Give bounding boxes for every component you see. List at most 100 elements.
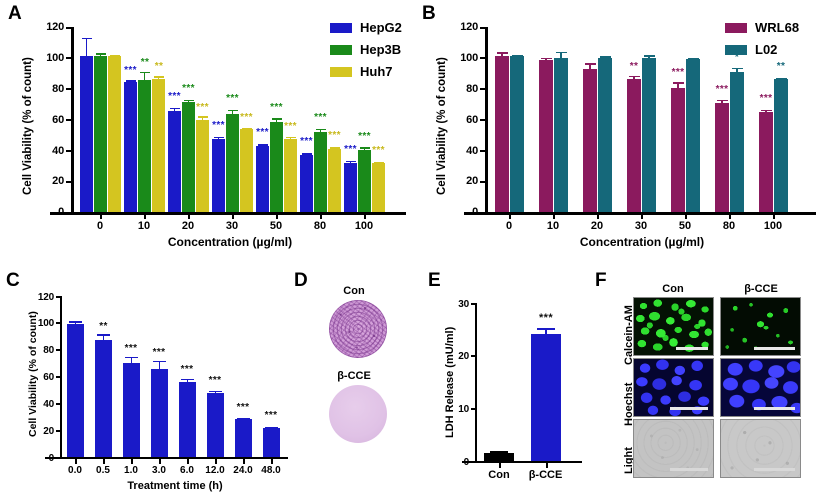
panel-b-ytick-label: 60 bbox=[466, 113, 478, 126]
panel-b-xtick-label: 50 bbox=[678, 220, 692, 232]
bar-wrl68-50 bbox=[671, 88, 685, 212]
scale-bar bbox=[754, 468, 795, 471]
panel-c-xtick-label: 3.0 bbox=[152, 465, 166, 476]
errorbar-cap bbox=[109, 54, 120, 57]
panel-a-x-axis bbox=[50, 212, 406, 215]
panel-e-ytick-label: 0 bbox=[463, 456, 470, 468]
panel-a-ytick-label: 120 bbox=[46, 21, 64, 33]
panel-c-ytick bbox=[56, 295, 60, 298]
panel-c-xtick-label: 0.0 bbox=[68, 465, 82, 476]
panel-b-xtick-label: 20 bbox=[590, 220, 604, 232]
significance-stars: *** bbox=[168, 91, 181, 102]
panel-a-xtick bbox=[143, 214, 146, 219]
bar-hep3b-50 bbox=[270, 121, 283, 212]
significance-stars: *** bbox=[538, 312, 554, 324]
errorbar-cap bbox=[241, 127, 252, 130]
significance-stars: ** bbox=[154, 61, 164, 72]
panel-c-ytick-label: 0 bbox=[48, 452, 55, 464]
bar-hep3b-20 bbox=[182, 101, 195, 212]
panel-a-xtick bbox=[363, 214, 366, 219]
errorbar bbox=[721, 99, 723, 103]
significance-stars: *** bbox=[124, 65, 137, 76]
legend-swatch-l02 bbox=[725, 45, 747, 55]
micrograph-light-con bbox=[633, 419, 714, 478]
panel-c-xtick bbox=[186, 459, 189, 464]
panel-c-xtick-label: 48.0 bbox=[261, 465, 281, 476]
panel-c-ytick bbox=[56, 429, 60, 432]
panel-b-letter: B bbox=[422, 3, 436, 24]
errorbar-cap bbox=[329, 147, 340, 149]
bar-hep3b-10 bbox=[138, 79, 151, 212]
scale-bar bbox=[754, 407, 795, 410]
bar-huh7-30 bbox=[240, 129, 253, 212]
errorbar bbox=[319, 128, 322, 132]
errorbar bbox=[158, 360, 161, 369]
panel-c-letter: C bbox=[6, 270, 20, 291]
panel-b-ytick-label: 20 bbox=[466, 175, 478, 188]
errorbar-cap bbox=[265, 426, 278, 429]
scale-bar bbox=[676, 347, 708, 350]
panel-b-ytick-label: 0 bbox=[472, 206, 478, 219]
errorbar-cap bbox=[227, 109, 238, 112]
panel-a-xtick-label: 80 bbox=[313, 220, 327, 232]
significance-stars: *** bbox=[328, 130, 341, 141]
significance-stars: * bbox=[734, 52, 740, 63]
bar-l02-100 bbox=[774, 79, 788, 212]
errorbar-cap bbox=[511, 55, 523, 57]
panel-f-col-label-con: Con bbox=[662, 283, 684, 295]
errorbar-cap bbox=[537, 328, 555, 330]
panel-a-xtick-label: 30 bbox=[225, 220, 239, 232]
significance-stars: *** bbox=[256, 127, 269, 138]
panel-c-ytick bbox=[56, 376, 60, 378]
errorbar bbox=[560, 51, 562, 58]
bar-ldh-bcce bbox=[531, 334, 561, 461]
significance-stars: ** bbox=[99, 321, 108, 332]
bar-time-30 bbox=[151, 368, 168, 457]
panel-c-xtick bbox=[242, 459, 245, 464]
significance-stars: *** bbox=[671, 67, 685, 78]
significance-stars: *** bbox=[759, 93, 773, 104]
panel-d: D Con β-CCE bbox=[288, 258, 420, 497]
panel-a-xtick bbox=[275, 214, 278, 219]
panel-e-xtick-label: Con bbox=[488, 469, 510, 481]
panel-b-x-axis-title: Concentration (µg/ml) bbox=[579, 235, 705, 249]
significance-stars: *** bbox=[236, 402, 250, 413]
bar-time-480 bbox=[263, 428, 280, 457]
significance-stars: *** bbox=[124, 343, 138, 354]
errorbar bbox=[85, 37, 88, 57]
errorbar bbox=[589, 63, 591, 70]
panel-b: B Cell Viability (% of count) 120 100 80… bbox=[412, 0, 824, 252]
errorbar bbox=[99, 53, 102, 57]
bar-wrl68-100 bbox=[759, 111, 773, 212]
significance-stars: *** bbox=[270, 102, 283, 113]
panel-b-xtick bbox=[772, 214, 775, 219]
panel-c-xtick bbox=[214, 459, 217, 464]
errorbar-cap bbox=[183, 99, 194, 102]
errorbar bbox=[102, 334, 105, 340]
panel-a-ytick bbox=[66, 211, 71, 214]
panel-b-ytick bbox=[480, 88, 485, 91]
panel-b-xtick bbox=[596, 214, 599, 219]
bar-l02-80 bbox=[730, 71, 744, 212]
bar-l02-0 bbox=[510, 56, 524, 212]
bar-huh7-50 bbox=[284, 138, 297, 212]
panel-a-xtick-label: 50 bbox=[269, 220, 283, 232]
errorbar bbox=[231, 109, 234, 115]
scale-bar bbox=[670, 407, 708, 410]
bar-time-0 bbox=[67, 323, 84, 457]
panel-c-y-axis bbox=[60, 296, 62, 459]
bar-time-60 bbox=[179, 382, 196, 457]
panel-f: F Con β-CCE Calcein-AM Hoechst Light bbox=[592, 258, 824, 497]
bar-hepg2-80 bbox=[300, 155, 313, 212]
panel-c-plot: 120 100 80 60 40 20 0 ** *** bbox=[0, 258, 290, 497]
bar-hepg2-0 bbox=[80, 56, 93, 212]
legend-swatch-huh7 bbox=[330, 67, 352, 77]
bar-time-10 bbox=[123, 362, 140, 457]
panel-c-xtick bbox=[102, 459, 105, 464]
panel-e-ytick bbox=[471, 460, 475, 463]
panel-a-ytick bbox=[66, 149, 71, 152]
bar-ldh-con bbox=[484, 452, 514, 461]
panel-b-xtick bbox=[552, 214, 555, 219]
micrograph-hoechst-bcce bbox=[720, 358, 801, 417]
panel-e-xtick bbox=[498, 463, 501, 468]
